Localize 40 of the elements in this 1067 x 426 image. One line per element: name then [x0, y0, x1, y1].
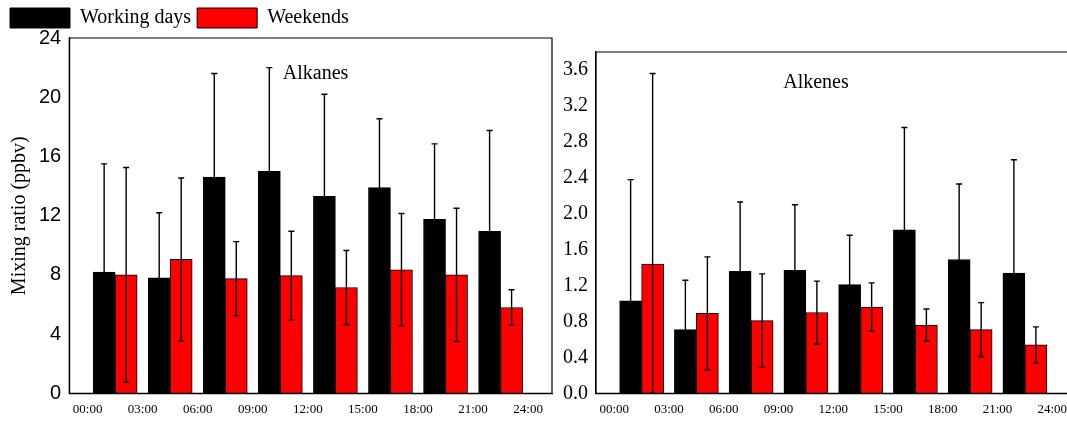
x-tick-label: 18:00 — [403, 400, 433, 416]
annotation: Alkanes — [282, 60, 349, 83]
y-tick-label: 3.2 — [563, 93, 588, 116]
x-tick-label: 12:00 — [818, 400, 849, 416]
x-tick-label: 21:00 — [982, 400, 1013, 416]
y-tick-label: 20 — [39, 84, 62, 107]
y-tick-label: 3.6 — [563, 57, 588, 80]
y-axis-title: Mixing ratio (ppbv) — [7, 136, 31, 296]
y-tick-label: 1.2 — [563, 272, 588, 295]
x-tick-label: 00:00 — [72, 400, 103, 416]
y-tick-label: 12 — [39, 203, 62, 226]
legend-label: Weekends — [267, 5, 350, 28]
y-tick-label: 2.4 — [563, 165, 588, 188]
x-tick-label: 06:00 — [708, 400, 739, 416]
x-tick-label: 03:00 — [654, 400, 684, 416]
y-tick-label: 0 — [50, 380, 62, 403]
x-tick-label: 09:00 — [237, 400, 268, 416]
annotation: Alkenes — [783, 69, 849, 92]
y-tick-label: 4 — [50, 321, 62, 344]
y-tick-label: 1.6 — [563, 236, 588, 259]
x-tick-label: 03:00 — [127, 400, 158, 416]
x-tick-label: 15:00 — [873, 400, 903, 416]
y-tick-label: 8 — [50, 262, 62, 285]
x-tick-label: 12:00 — [293, 400, 323, 416]
y-tick-label: 0.8 — [563, 308, 588, 331]
y-tick-label: 2.8 — [563, 129, 588, 152]
y-tick-label: 0.0 — [563, 380, 588, 403]
x-tick-label: 24:00 — [513, 400, 543, 416]
y-tick-label: 2.0 — [563, 200, 588, 223]
x-tick-label: 06:00 — [182, 400, 213, 416]
y-tick-label: 16 — [39, 143, 62, 166]
x-tick-label: 24:00 — [1037, 400, 1067, 416]
x-tick-label: 00:00 — [599, 400, 630, 416]
x-tick-label: 21:00 — [458, 400, 488, 416]
x-tick-label: 09:00 — [763, 400, 794, 416]
y-tick-label: 0.4 — [563, 344, 588, 367]
x-tick-label: 15:00 — [348, 400, 378, 416]
legend-label: Working days — [80, 5, 192, 29]
y-tick-label: 24 — [39, 25, 62, 48]
x-tick-label: 18:00 — [927, 400, 958, 416]
